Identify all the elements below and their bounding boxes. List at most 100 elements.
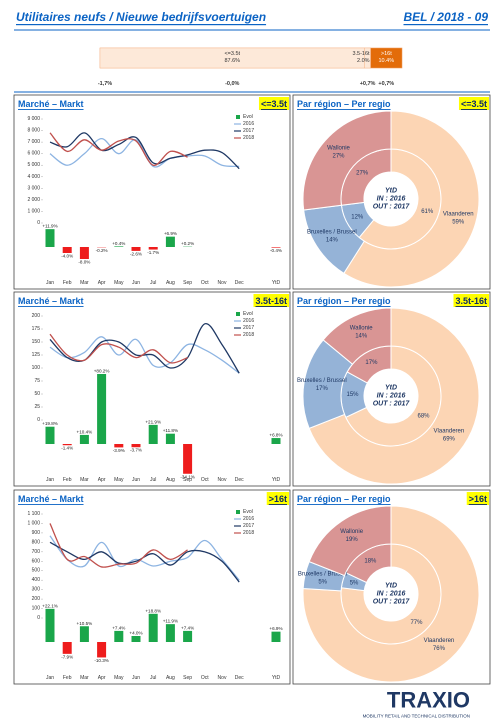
donut-center: YtD [385, 583, 397, 590]
wedge-name: Wallonie [340, 529, 363, 535]
y-tick-label: 175 [32, 326, 41, 332]
panel-title: Par région – Per regio [297, 99, 391, 109]
y-tick-label: 0 [37, 220, 40, 226]
x-tick-label: Jan [46, 675, 54, 681]
evol-bar [97, 642, 107, 658]
evol-label: -10.3% [94, 658, 109, 663]
y-tick-label: 50 [34, 391, 40, 397]
evol-label: +18.8% [145, 608, 161, 613]
x-tick-label: Apr [98, 280, 106, 286]
wedge-label: 68% [417, 414, 430, 420]
x-tick-label: Dec [235, 675, 244, 681]
segment-evolution: -0,0% [225, 81, 239, 87]
wedge-name: Vlaanderen [424, 638, 455, 644]
evol-label: +10.4% [77, 429, 93, 434]
panel-title: Marché – Markt [18, 99, 84, 109]
evol-bar [131, 247, 141, 251]
y-tick-label: 200 [32, 596, 41, 602]
x-tick-label: YtD [272, 280, 281, 286]
evol-bar [114, 444, 124, 448]
evol-bar [45, 229, 55, 247]
badge-bg [466, 492, 489, 505]
wedge-label: 76% [433, 646, 446, 652]
y-tick-label: 3 000 [27, 185, 40, 191]
wedge-label: 27% [332, 154, 345, 160]
wedge-label: 5% [350, 580, 359, 586]
series-line [49, 336, 240, 374]
y-tick-label: 2 000 [27, 197, 40, 203]
wedge-name: Vlaanderen [443, 212, 474, 218]
legend-label: 2016 [243, 121, 254, 127]
evol-label: +0.2% [181, 241, 194, 246]
x-tick-label: Feb [63, 477, 72, 483]
x-tick-label: Dec [235, 477, 244, 483]
evol-bar [45, 426, 55, 444]
evol-bar [183, 444, 193, 474]
page-title: Utilitaires neufs / Nieuwe bedrijfsvoert… [16, 10, 266, 24]
panel-title: Marché – Markt [18, 296, 84, 306]
x-tick-label: Sep [183, 477, 192, 483]
y-tick-label: 7 000 [27, 139, 40, 145]
evol-bar [148, 247, 158, 250]
evol-bar [62, 247, 72, 253]
evol-bar [271, 438, 281, 444]
donut-center: YtD [385, 385, 397, 392]
x-tick-label: Feb [63, 280, 72, 286]
evol-label: +80.2% [94, 369, 110, 374]
evol-label: +11.8% [163, 428, 178, 433]
logo: TRAXIO [387, 688, 470, 713]
series-line [49, 523, 188, 568]
x-tick-label: Sep [183, 675, 192, 681]
evol-label: -0.2% [96, 248, 108, 253]
x-tick-label: Aug [166, 280, 175, 286]
x-tick-label: Jul [150, 477, 156, 483]
x-tick-label: Sep [183, 280, 192, 286]
panel [13, 489, 291, 685]
badge-bg [266, 492, 289, 505]
x-tick-label: Apr [98, 477, 106, 483]
evol-label: +10.5% [77, 621, 93, 626]
evol-label: +4.0% [129, 631, 142, 636]
y-tick-label: 1 000 [27, 520, 40, 526]
evol-label: +22.1% [42, 603, 58, 608]
wedge-label: 59% [452, 220, 465, 226]
panel-badge: 3.5t-16t [255, 296, 287, 306]
wedge-label: 18% [364, 558, 377, 564]
y-tick-label: 150 [32, 339, 41, 345]
y-tick-label: 75 [34, 378, 40, 384]
legend-label: Evol [243, 311, 253, 317]
series-line [49, 333, 188, 364]
bar-segment [370, 47, 403, 69]
x-tick-label: Jan [46, 280, 54, 286]
legend-swatch [236, 510, 240, 514]
evol-label: +11.9% [163, 619, 178, 624]
donut-center: IN : 2016 [377, 591, 406, 598]
x-tick-label: Aug [166, 675, 175, 681]
evol-label: +0.4% [112, 241, 125, 246]
legend-label: 2017 [243, 325, 254, 331]
wedge-label: 17% [365, 360, 378, 366]
x-tick-label: Jan [46, 477, 54, 483]
donut-center: OUT : 2017 [373, 599, 411, 606]
badge-bg [253, 294, 289, 307]
wedge-label: 14% [326, 238, 339, 244]
segment-value: 2.0% [357, 58, 370, 64]
legend-label: 2016 [243, 516, 254, 522]
y-tick-label: 200 [32, 313, 41, 319]
evol-label: +6.9% [164, 231, 177, 236]
y-tick-label: 5 000 [27, 162, 40, 168]
x-tick-label: Nov [218, 675, 227, 681]
evol-label: +7.4% [112, 625, 125, 630]
evol-label: +6.9% [269, 626, 282, 631]
panel-badge: >16t [269, 494, 287, 504]
donut-center: YtD [385, 188, 397, 195]
donut-wedge [308, 505, 392, 577]
evol-bar [165, 236, 175, 247]
x-tick-label: Nov [218, 280, 227, 286]
badge-bg [458, 97, 489, 110]
x-tick-label: Oct [201, 477, 209, 483]
y-tick-label: 300 [32, 587, 41, 593]
evol-label: -4.0% [61, 254, 73, 259]
x-tick-label: Jun [132, 675, 140, 681]
